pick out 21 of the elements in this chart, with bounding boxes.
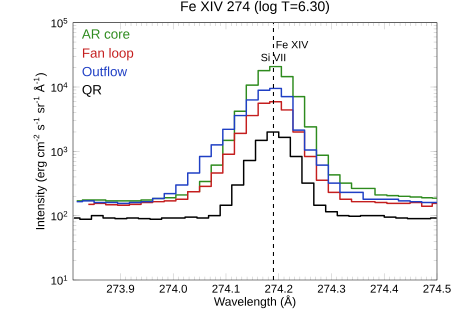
annotation: Si VII	[261, 53, 286, 62]
x-tick-label: 274.0	[160, 284, 187, 293]
y-tick-label: 10$^{4}$	[51, 82, 68, 92]
text: Intensity (erg cm$^{-2}$ s$^{-1}$ sr$^{-1}$ Å$^{-1}$)	[34, 73, 47, 230]
y-tick-label: 10$^{2}$	[51, 210, 68, 220]
x-tick-label: 274.3	[318, 284, 346, 293]
y-tick-label: 10$^{3}$	[51, 146, 68, 156]
chart-title: Fe XIV 274 (log T=6.30)	[181, 0, 330, 14]
x-tick-label: 274.5	[423, 284, 451, 293]
text: AR core	[82, 29, 130, 39]
x-tick-label: 274.1	[212, 284, 240, 293]
annotation: Fe XIV	[276, 40, 308, 48]
x-tick-label: 274.2	[265, 284, 292, 293]
x-axis-title: Wavelength (Å)	[214, 295, 296, 308]
y-tick-label: 10$^{1}$	[51, 275, 68, 285]
text: Outflow	[82, 66, 128, 76]
text: QR	[82, 85, 102, 97]
text: Fan loop	[82, 48, 134, 60]
y-tick-label: 10$^{5}$	[51, 18, 68, 28]
x-tick-label: 273.9	[106, 284, 134, 293]
x-tick-label: 274.4	[370, 284, 398, 293]
